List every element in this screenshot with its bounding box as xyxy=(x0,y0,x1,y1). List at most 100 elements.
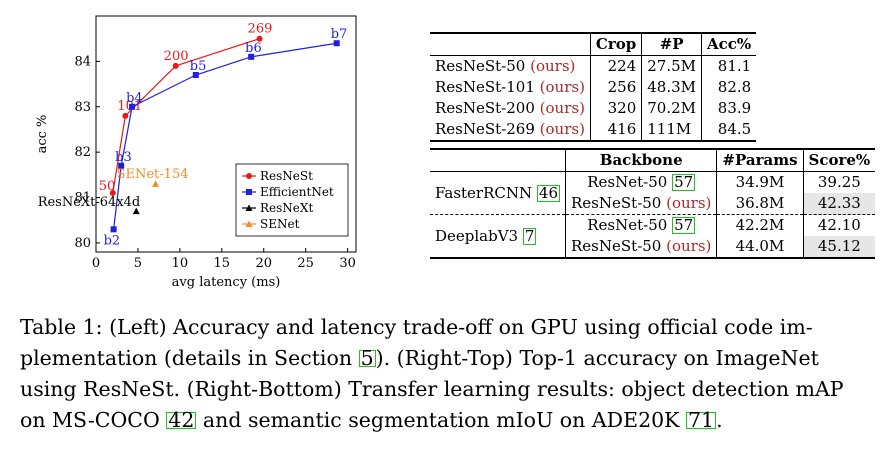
table-row: ResNeSt-50 (ours) 36.8M 42.33 xyxy=(430,193,876,215)
task-cell: FasterRCNN 46 xyxy=(430,172,566,215)
task-name: FasterRCNN xyxy=(435,183,533,202)
crop-cell: 256 xyxy=(590,77,643,98)
score-cell-highlighted: 45.12 xyxy=(803,236,876,258)
legend-entry: ResNeXt xyxy=(260,201,313,215)
caption-text: and semantic segmentation mIoU on ADE20K xyxy=(196,408,686,432)
section-ref-link[interactable]: 5 xyxy=(358,346,376,370)
caption-text: . xyxy=(716,408,723,432)
backbone-name: ResNet-50 xyxy=(587,216,668,234)
series-line xyxy=(113,42,337,230)
model-cell: ResNeSt-269 (ours) xyxy=(430,119,591,141)
x-tick-label: 25 xyxy=(297,256,314,271)
ours-tag: (ours) xyxy=(666,237,712,255)
model-cell: ResNeSt-101 (ours) xyxy=(430,77,591,98)
ours-tag: (ours) xyxy=(666,194,712,212)
citation-link[interactable]: 42 xyxy=(166,408,197,432)
header-task xyxy=(430,149,566,172)
citation-link[interactable]: 57 xyxy=(672,173,696,191)
ours-tag: (ours) xyxy=(539,78,585,96)
table-row: ResNeSt-269 (ours) 416 111M 84.5 xyxy=(430,119,756,141)
series-efficientnet-group: b2 b3 b4 b5 b6 b7 xyxy=(104,27,348,248)
params-cell: 42.2M xyxy=(716,214,804,236)
data-label: SENet-154 xyxy=(117,167,189,182)
citation-link[interactable]: 46 xyxy=(536,183,561,202)
citation-link[interactable]: 57 xyxy=(672,216,696,234)
table-row: DeeplabV3 7 ResNet-50 57 42.2M 42.10 xyxy=(430,214,876,258)
data-label: b2 xyxy=(104,233,121,248)
x-tick-label: 30 xyxy=(339,256,356,271)
backbone-name: ResNeSt-50 xyxy=(571,194,662,212)
backbone-cell: ResNet-50 57 xyxy=(565,214,718,236)
table-header-row: Crop #P Acc% xyxy=(430,33,757,56)
params-cell: 34.9M xyxy=(716,171,804,193)
params-cell: 44.0M xyxy=(716,236,804,258)
backbone-name: ResNeSt-50 xyxy=(571,237,662,255)
data-point xyxy=(172,62,179,69)
backbone-cell: ResNet-50 57 xyxy=(565,171,718,193)
header-params: #Params xyxy=(716,149,804,172)
latency-accuracy-chart: 0 5 10 15 20 25 30 80 81 82 83 84 avg latency (ms) ac… xyxy=(0,0,400,300)
caption-line: Table 1: (Left) Accuracy and latency tra… xyxy=(20,312,880,343)
citation-link[interactable]: 7 xyxy=(522,226,537,245)
data-point xyxy=(110,226,117,233)
legend-marker xyxy=(245,220,253,227)
params-cell: 27.5M xyxy=(641,55,703,77)
data-point xyxy=(192,72,199,78)
caption-text: Table 1: (Left) Accuracy and latency tra… xyxy=(20,315,813,339)
header-backbone: Backbone xyxy=(565,149,718,172)
y-tick-label: 80 xyxy=(74,236,91,251)
caption-text: on MS-COCO xyxy=(20,408,167,432)
caption-line: on MS-COCO 42 and semantic segmentation … xyxy=(20,405,880,436)
score-cell-highlighted: 42.33 xyxy=(803,193,876,215)
citation-link[interactable]: 71 xyxy=(685,408,717,432)
score-cell: 42.10 xyxy=(803,214,876,236)
legend-marker xyxy=(245,204,253,211)
backbone-cell: ResNeSt-50 (ours) xyxy=(565,236,718,258)
y-axis-label: acc % xyxy=(35,115,50,154)
params-cell: 111M xyxy=(641,119,703,141)
caption-text: ). (Right-Top) Top-1 accuracy on ImageNe… xyxy=(375,346,819,370)
series-resnext-group: ResNeXt-64x4d xyxy=(38,195,141,215)
data-point xyxy=(132,207,140,215)
series-senet-group: SENet-154 xyxy=(117,167,189,187)
backbone-cell: ResNeSt-50 (ours) xyxy=(565,193,718,215)
table-row: FasterRCNN 46 ResNet-50 57 34.9M 39.25 xyxy=(430,171,875,202)
x-tick-label: 20 xyxy=(255,256,272,271)
model-cell: ResNeSt-200 (ours) xyxy=(430,98,591,119)
score-cell: 39.25 xyxy=(817,173,861,191)
data-point xyxy=(248,53,255,60)
model-name: ResNeSt-200 xyxy=(435,99,535,117)
header-acc: Acc% xyxy=(701,33,757,56)
x-axis-label: avg latency (ms) xyxy=(172,275,281,290)
ours-tag: (ours) xyxy=(539,120,585,138)
legend-marker xyxy=(246,173,252,179)
ours-tag: (ours) xyxy=(539,99,585,117)
data-label: b3 xyxy=(115,150,132,165)
crop-cell: 416 xyxy=(590,119,643,141)
model-cell: ResNeSt-50 (ours) xyxy=(430,55,591,77)
params-cell: 48.3M xyxy=(641,77,703,98)
data-label: 50 xyxy=(99,179,116,194)
data-label: ResNeXt-64x4d xyxy=(38,195,141,210)
header-model xyxy=(430,33,591,56)
data-point xyxy=(118,162,125,169)
data-label: 269 xyxy=(248,22,273,37)
acc-cell: 84.5 xyxy=(717,120,752,138)
data-point xyxy=(109,190,116,196)
legend-entry: EfficientNet xyxy=(260,185,334,199)
header-params: #P xyxy=(641,33,703,56)
model-name: ResNeSt-269 xyxy=(435,120,535,138)
ours-tag: (ours) xyxy=(530,57,576,75)
data-point xyxy=(333,40,340,47)
data-point xyxy=(256,35,263,42)
chart-svg: 0 5 10 15 20 25 30 80 81 82 83 84 avg latency (ms) ac… xyxy=(35,15,357,290)
x-tick-label: 0 xyxy=(92,256,100,271)
y-tick-label: 81 xyxy=(74,191,91,206)
table-row: ResNeSt-200 (ours) 320 70.2M 83.9 xyxy=(430,98,756,119)
data-label: b5 xyxy=(190,59,207,74)
acc-cell: 82.8 xyxy=(717,78,752,96)
task-cell: DeeplabV3 7 xyxy=(430,214,566,258)
caption-text: using ResNeSt. (Right-Bottom) Transfer l… xyxy=(20,377,844,401)
task-name: DeeplabV3 xyxy=(435,226,519,245)
crop-cell: 320 xyxy=(590,98,643,119)
